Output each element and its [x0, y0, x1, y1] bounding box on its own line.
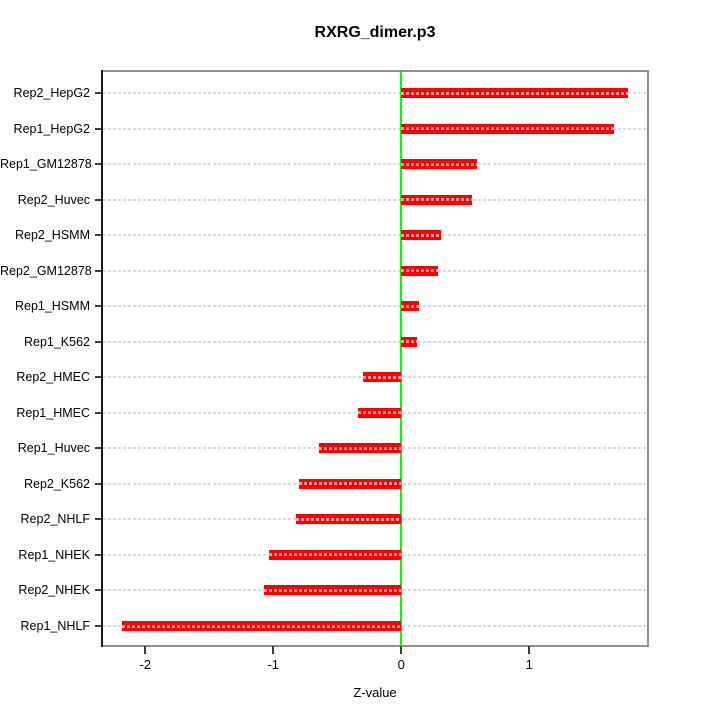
bar-Rep1_Huvec [319, 443, 402, 454]
y-tick [95, 234, 103, 237]
y-tick [95, 163, 103, 166]
gridline [103, 198, 647, 201]
y-tick [95, 305, 103, 308]
y-tick-label: Rep2_NHLF [20, 512, 90, 527]
bar-Rep2_HSMM [401, 230, 441, 241]
y-tick [95, 92, 103, 94]
y-tick [95, 482, 103, 485]
y-tick-label: Rep1_Huvec [17, 441, 90, 456]
y-tick [95, 340, 103, 343]
x-tick [528, 646, 531, 654]
y-tick-label: Rep2_GM12878 [0, 263, 92, 278]
y-tick-label: Rep2_HSMM [14, 228, 90, 243]
y-axis-line [101, 70, 103, 647]
x-tick-label: 1 [525, 657, 533, 672]
bar-dash-pattern [362, 375, 402, 379]
gridline [103, 127, 647, 130]
y-tick-label: Rep1_HSMM [14, 299, 90, 314]
bar-dash-pattern [401, 304, 420, 308]
x-tick [144, 646, 147, 654]
y-tick [95, 269, 103, 272]
y-tick-label: Rep1_HepG2 [13, 121, 90, 136]
y-tick-label: Rep2_HepG2 [13, 86, 90, 100]
bar-Rep1_GM12878 [401, 159, 477, 170]
bar-dash-pattern [401, 269, 439, 273]
bar-dash-pattern [401, 127, 614, 131]
bar-Rep2_HMEC [362, 372, 402, 383]
bar-dash-pattern [298, 482, 402, 486]
bar-dash-pattern [296, 517, 402, 521]
y-tick [95, 376, 103, 379]
bar-Rep2_NHEK [264, 585, 402, 596]
x-tick [272, 646, 275, 654]
bar-dash-pattern [401, 198, 472, 202]
y-tick-label: Rep2_K562 [23, 476, 90, 491]
bar-Rep1_NHEK [269, 549, 402, 560]
bar-Rep2_NHLF [296, 514, 402, 525]
y-tick [95, 127, 103, 130]
y-tick-label: Rep1_GM12878 [0, 157, 92, 172]
chart-title: RXRG_dimer.p3 [314, 24, 436, 41]
plot-area [101, 70, 649, 647]
y-tick [95, 625, 103, 627]
bar-Rep1_HepG2 [401, 123, 614, 134]
x-tick [400, 646, 403, 654]
y-tick-label: Rep1_HMEC [16, 405, 90, 420]
gridline [103, 340, 647, 343]
bar-dash-pattern [357, 411, 402, 415]
gridline [103, 305, 647, 308]
bar-Rep2_GM12878 [401, 265, 439, 276]
bar-Rep2_HepG2 [401, 88, 628, 98]
bar-Rep2_Huvec [401, 194, 472, 205]
gridline [103, 92, 647, 94]
y-tick-label: Rep2_HMEC [16, 370, 90, 385]
bar-dash-pattern [122, 624, 402, 628]
gridline [103, 163, 647, 166]
y-tick [95, 589, 103, 592]
bar-dash-pattern [319, 446, 402, 450]
y-tick-label: Rep1_NHLF [20, 619, 90, 633]
bar-dash-pattern [269, 553, 402, 557]
bar-Rep2_K562 [298, 478, 402, 489]
x-tick-label: -2 [139, 657, 152, 672]
bar-Rep1_K562 [401, 336, 417, 347]
y-tick [95, 447, 103, 450]
bar-dash-pattern [401, 233, 441, 237]
y-tick-label: Rep1_K562 [23, 334, 90, 349]
y-tick-label: Rep2_Huvec [17, 192, 90, 207]
bar-dash-pattern [401, 91, 628, 95]
x-axis-title: Z-value [353, 685, 397, 700]
y-tick [95, 198, 103, 201]
gridline [103, 234, 647, 237]
y-tick-label: Rep2_NHEK [18, 583, 90, 598]
gridline [103, 269, 647, 272]
y-tick-label: Rep1_NHEK [18, 547, 90, 562]
bar-Rep1_NHLF [122, 621, 402, 631]
bar-Rep1_HSMM [401, 301, 420, 312]
x-tick-label: -1 [267, 657, 280, 672]
y-tick [95, 411, 103, 414]
plot-inner [103, 72, 647, 645]
y-tick [95, 518, 103, 521]
bar-Rep1_HMEC [357, 407, 402, 418]
y-tick [95, 553, 103, 556]
bar-dash-pattern [401, 162, 477, 166]
zero-line [400, 72, 403, 645]
x-tick-label: 0 [397, 657, 405, 672]
bar-dash-pattern [401, 340, 417, 344]
bar-dash-pattern [264, 588, 402, 592]
